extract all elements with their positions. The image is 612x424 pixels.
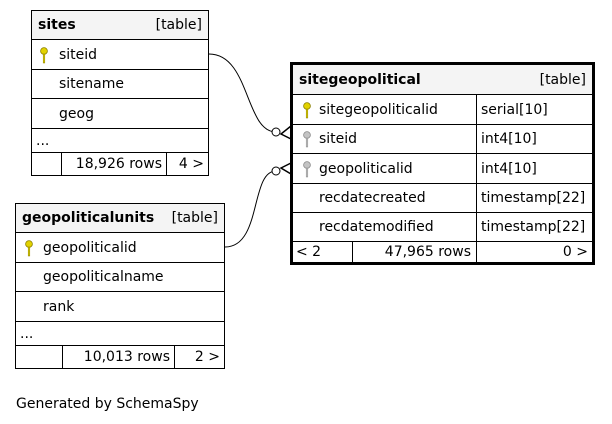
- table-sitegeopolitical[interactable]: sitegeopolitical [table] sitegeopolitica…: [290, 62, 595, 265]
- column-type: timestamp[22]: [481, 219, 586, 235]
- column-name: siteid: [59, 46, 98, 63]
- column-row[interactable]: recdatemodified timestamp[22]: [293, 212, 592, 241]
- table-geopoliticalunits[interactable]: geopoliticalunits [table] geopoliticalid…: [15, 203, 225, 369]
- column-row[interactable]: siteid: [32, 39, 208, 69]
- column-name: sitename: [59, 76, 124, 92]
- table-header[interactable]: geopoliticalunits [table]: [16, 204, 224, 232]
- table-header[interactable]: sites [table]: [32, 11, 208, 39]
- table-name: sitegeopolitical: [299, 71, 421, 88]
- row-count: 47,965 rows: [384, 244, 471, 260]
- column-name: recdatecreated: [319, 190, 426, 206]
- children-link[interactable]: 0 >: [562, 244, 588, 260]
- column-type: serial[10]: [481, 101, 548, 118]
- table-footer: 18,926 rows 4 >: [32, 152, 208, 175]
- column-name: sitegeopoliticalid: [319, 101, 438, 118]
- relationship-line-geopoliticalid: [224, 170, 277, 248]
- column-row[interactable]: siteid int4[10]: [293, 124, 592, 153]
- relationship-line-siteid: [208, 53, 277, 133]
- relationship-optional-marker: [271, 127, 281, 137]
- column-name: geopoliticalid: [319, 160, 413, 177]
- column-row[interactable]: geopoliticalid: [16, 232, 224, 262]
- column-type: timestamp[22]: [481, 190, 586, 206]
- parents-link[interactable]: < 2: [296, 244, 322, 260]
- key-icon: [303, 101, 311, 118]
- column-row[interactable]: recdatecreated timestamp[22]: [293, 183, 592, 212]
- foreign-key-icon: [303, 131, 311, 148]
- column-name: rank: [43, 298, 75, 315]
- key-icon: [40, 46, 48, 63]
- relationship-crowsfoot: [279, 125, 292, 140]
- row-count: 18,926 rows: [75, 156, 162, 172]
- table-sites[interactable]: sites [table] siteid sitename geog ... 1…: [31, 10, 209, 176]
- table-type-tag: [table]: [539, 71, 586, 88]
- column-name: geopoliticalid: [43, 239, 137, 256]
- table-header[interactable]: sitegeopolitical [table]: [293, 65, 592, 94]
- column-type: int4[10]: [481, 160, 537, 177]
- relationship-crowsfoot: [279, 162, 292, 175]
- column-type: int4[10]: [481, 131, 537, 147]
- key-icon: [25, 239, 33, 256]
- table-name: geopoliticalunits: [22, 210, 155, 226]
- column-name: recdatemodified: [319, 219, 434, 235]
- column-row[interactable]: geopoliticalid int4[10]: [293, 153, 592, 183]
- table-footer: < 2 47,965 rows 0 >: [293, 241, 592, 262]
- foreign-key-icon: [303, 160, 311, 177]
- ellipsis-row[interactable]: ...: [16, 321, 224, 345]
- column-row[interactable]: geopoliticalname: [16, 262, 224, 291]
- column-name: geopoliticalname: [43, 269, 164, 285]
- row-count: 10,013 rows: [83, 349, 170, 365]
- generated-by-label: Generated by SchemaSpy: [16, 396, 199, 412]
- more-columns-ellipsis: ...: [20, 325, 34, 342]
- column-name: geog: [59, 105, 94, 122]
- table-type-tag: [table]: [155, 17, 202, 33]
- table-footer: 10,013 rows 2 >: [16, 345, 224, 368]
- table-type-tag: [table]: [171, 210, 218, 226]
- column-name: siteid: [319, 131, 358, 147]
- children-link[interactable]: 4 >: [178, 156, 204, 172]
- relationship-optional-marker: [271, 166, 281, 176]
- column-row[interactable]: geog: [32, 98, 208, 128]
- table-name: sites: [38, 17, 76, 33]
- column-row[interactable]: sitename: [32, 69, 208, 98]
- children-link[interactable]: 2 >: [194, 349, 220, 365]
- column-row[interactable]: rank: [16, 291, 224, 321]
- column-row[interactable]: sitegeopoliticalid serial[10]: [293, 94, 592, 124]
- more-columns-ellipsis: ...: [36, 132, 50, 149]
- ellipsis-row[interactable]: ...: [32, 128, 208, 152]
